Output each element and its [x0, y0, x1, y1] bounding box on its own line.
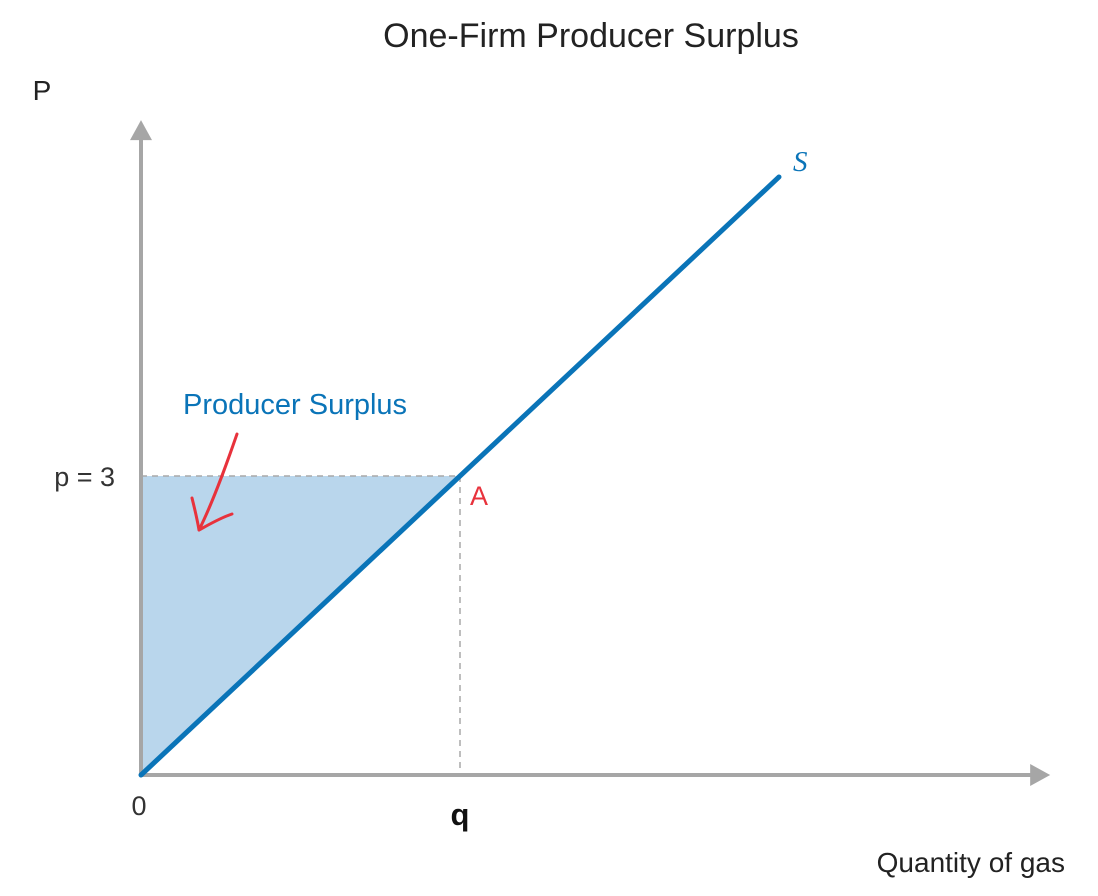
- producer-surplus-label: Producer Surplus: [183, 389, 407, 421]
- supply-curve: [138, 174, 782, 778]
- points-layer: A: [470, 481, 488, 511]
- series-layer: S: [138, 146, 808, 778]
- x-axis-label: Quantity of gas: [877, 847, 1065, 878]
- annotation-arrow: [190, 432, 239, 532]
- point-a-label: A: [470, 481, 488, 511]
- x-axis-arrowhead: [1030, 764, 1051, 786]
- y-axis-arrowhead: [130, 120, 152, 141]
- chart-title: One-Firm Producer Surplus: [383, 17, 799, 55]
- price-tick-label: p = 3: [54, 462, 115, 492]
- origin-label: 0: [131, 791, 146, 821]
- supply-curve-label: S: [793, 146, 808, 178]
- y-axis-label: P: [33, 75, 52, 106]
- quantity-tick-label: q: [451, 797, 470, 832]
